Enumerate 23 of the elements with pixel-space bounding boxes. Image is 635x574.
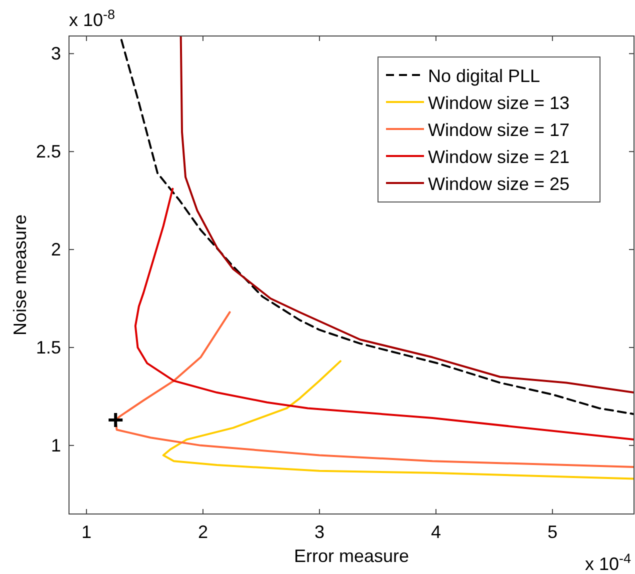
y-tick-label: 3	[50, 44, 61, 64]
legend-label: Window size = 17	[428, 120, 570, 140]
line-series	[120, 38, 634, 416]
legend-label: Window size = 21	[428, 147, 570, 167]
legend-label: No digital PLL	[428, 66, 540, 86]
line-series	[180, 36, 634, 394]
line-series	[114, 311, 634, 468]
x-axis-title: Error measure	[294, 546, 410, 566]
line-series	[162, 360, 634, 480]
y-tick-label: 2	[50, 240, 61, 260]
y-tick-label: 1	[50, 435, 61, 456]
y-tick-label: 2.5	[36, 142, 61, 162]
x-tick-label: 2	[198, 522, 208, 542]
legend-label: Window size = 13	[428, 93, 570, 113]
x-tick-label: 4	[430, 522, 441, 542]
x-tick-label: 5	[547, 522, 558, 542]
legend-label: Window size = 25	[428, 174, 570, 194]
x-tick-label: 3	[314, 522, 324, 542]
y-axis-title: Noise measure	[10, 214, 30, 336]
text: x 10$^{-8}$	[69, 6, 116, 30]
x-tick-label: 1	[81, 522, 92, 542]
text: x 10$^{-4}$	[584, 550, 632, 574]
y-tick-label: 1.5	[36, 337, 61, 358]
